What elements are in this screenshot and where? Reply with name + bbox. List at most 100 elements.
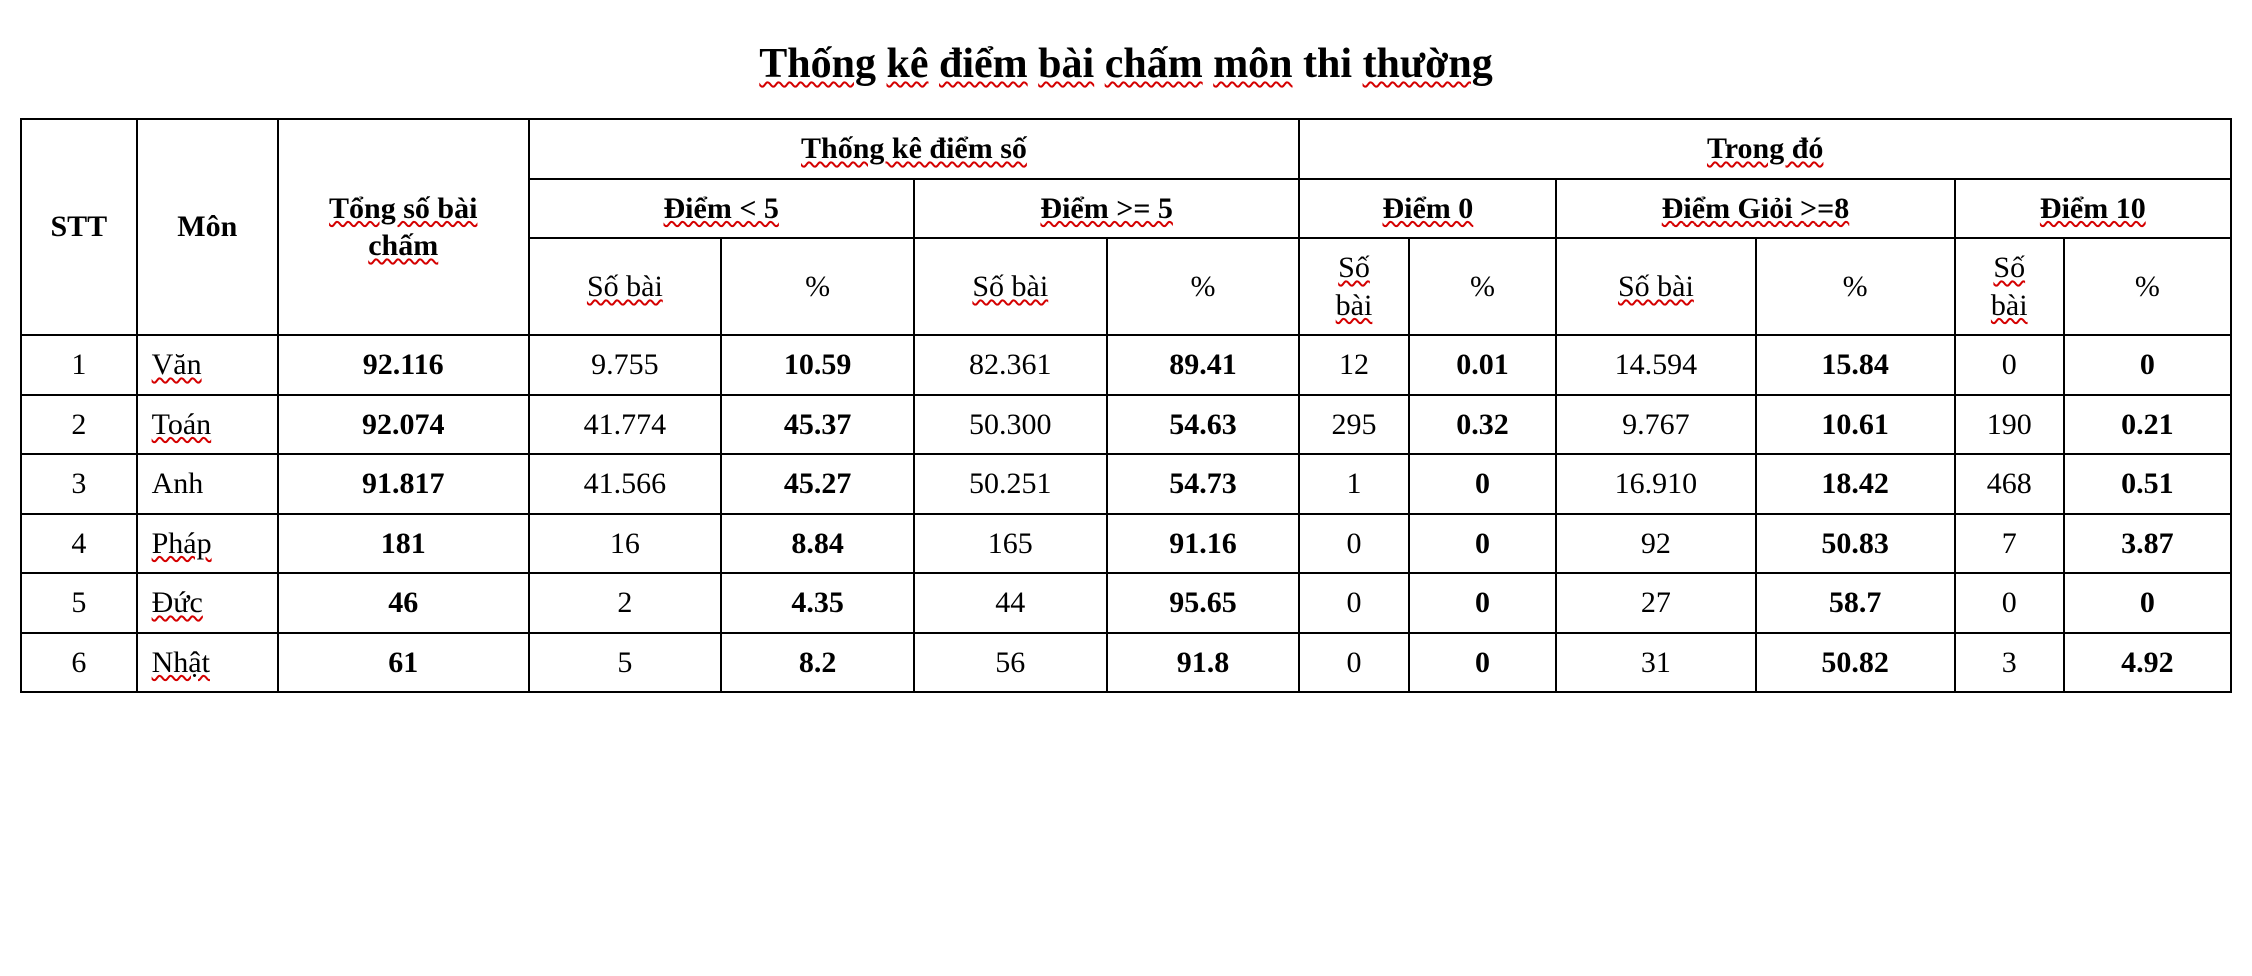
table-row: 6Nhật6158.25691.8003150.8234.92 xyxy=(21,633,2231,693)
title-word: thi xyxy=(1303,41,1352,87)
cell-mon: Toán xyxy=(137,395,278,455)
cell-d8_so: 9.767 xyxy=(1556,395,1755,455)
header-text: Trong đó xyxy=(1707,132,1823,165)
table-body: 1Văn92.1169.75510.5982.36189.41120.0114.… xyxy=(21,335,2231,692)
header-text: Số bài xyxy=(1618,270,1694,303)
cell-d0_so: 0 xyxy=(1299,633,1408,693)
sub-header-sobai: Số bài xyxy=(529,238,722,335)
cell-d10_so: 3 xyxy=(1955,633,2064,693)
col-header-diem-10: Điểm 10 xyxy=(1955,179,2231,239)
cell-lt5_pct: 10.59 xyxy=(721,335,914,395)
table-row: 4Pháp181168.8416591.16009250.8373.87 xyxy=(21,514,2231,574)
title-word: kê xyxy=(887,41,929,87)
cell-d10_pct: 4.92 xyxy=(2064,633,2231,693)
header-text: Số xyxy=(1993,251,2025,284)
sub-header-sobai: Số bài xyxy=(1955,238,2064,335)
cell-d8_pct: 10.61 xyxy=(1756,395,1955,455)
cell-d0_pct: 0.01 xyxy=(1409,335,1557,395)
cell-d8_so: 31 xyxy=(1556,633,1755,693)
header-text: Số bài xyxy=(587,270,663,303)
cell-d8_so: 27 xyxy=(1556,573,1755,633)
title-word: thường xyxy=(1363,41,1493,87)
cell-lt5_pct: 8.2 xyxy=(721,633,914,693)
cell-lt5_so: 16 xyxy=(529,514,722,574)
cell-d10_pct: 0 xyxy=(2064,573,2231,633)
cell-d8_so: 14.594 xyxy=(1556,335,1755,395)
cell-lt5_so: 2 xyxy=(529,573,722,633)
cell-stt: 5 xyxy=(21,573,137,633)
cell-tong: 92.116 xyxy=(278,335,529,395)
cell-tong: 46 xyxy=(278,573,529,633)
cell-mon: Anh xyxy=(137,454,278,514)
col-header-stt: STT xyxy=(21,119,137,335)
cell-tong: 181 xyxy=(278,514,529,574)
col-header-diem-0: Điểm 0 xyxy=(1299,179,1556,239)
col-group-trongdo: Trong đó xyxy=(1299,119,2231,179)
cell-d10_so: 468 xyxy=(1955,454,2064,514)
cell-ge5_so: 50.251 xyxy=(914,454,1107,514)
cell-d10_pct: 0.51 xyxy=(2064,454,2231,514)
cell-d0_so: 0 xyxy=(1299,573,1408,633)
cell-ge5_so: 165 xyxy=(914,514,1107,574)
cell-stt: 4 xyxy=(21,514,137,574)
cell-ge5_pct: 95.65 xyxy=(1107,573,1300,633)
header-text: Số bài xyxy=(972,270,1048,303)
cell-d10_pct: 0 xyxy=(2064,335,2231,395)
cell-ge5_so: 82.361 xyxy=(914,335,1107,395)
header-text: Tổng số bài xyxy=(329,192,477,225)
cell-d8_so: 16.910 xyxy=(1556,454,1755,514)
header-text: Điểm >= 5 xyxy=(1040,192,1173,225)
cell-stt: 3 xyxy=(21,454,137,514)
title-word: chấm xyxy=(1105,41,1203,87)
cell-lt5_pct: 45.27 xyxy=(721,454,914,514)
cell-d0_pct: 0.32 xyxy=(1409,395,1557,455)
cell-d8_pct: 50.82 xyxy=(1756,633,1955,693)
table-row: 2Toán92.07441.77445.3750.30054.632950.32… xyxy=(21,395,2231,455)
table-header: STT Môn Tổng số bài chấm Thống kê điểm s… xyxy=(21,119,2231,335)
sub-header-sobai: Số bài xyxy=(1299,238,1408,335)
cell-ge5_so: 44 xyxy=(914,573,1107,633)
sub-header-pct: % xyxy=(1409,238,1557,335)
stats-table: STT Môn Tổng số bài chấm Thống kê điểm s… xyxy=(20,118,2232,693)
cell-d8_pct: 18.42 xyxy=(1756,454,1955,514)
sub-header-sobai: Số bài xyxy=(914,238,1107,335)
cell-d0_pct: 0 xyxy=(1409,514,1557,574)
cell-mon: Pháp xyxy=(137,514,278,574)
header-text: chấm xyxy=(368,229,438,262)
header-text: Số xyxy=(1338,251,1370,284)
title-word: điểm xyxy=(939,41,1028,87)
col-group-thongke: Thống kê điểm số xyxy=(529,119,1300,179)
cell-d0_so: 12 xyxy=(1299,335,1408,395)
cell-lt5_so: 9.755 xyxy=(529,335,722,395)
table-row: 1Văn92.1169.75510.5982.36189.41120.0114.… xyxy=(21,335,2231,395)
col-header-diem-gioi: Điểm Giỏi >=8 xyxy=(1556,179,1954,239)
cell-mon: Văn xyxy=(137,335,278,395)
cell-d0_pct: 0 xyxy=(1409,573,1557,633)
cell-lt5_so: 41.566 xyxy=(529,454,722,514)
document-page: Thống kê điểm bài chấm môn thi thường ST… xyxy=(0,0,2252,733)
header-text: Điểm < 5 xyxy=(664,192,779,225)
sub-header-pct: % xyxy=(2064,238,2231,335)
cell-d8_pct: 15.84 xyxy=(1756,335,1955,395)
cell-d8_pct: 58.7 xyxy=(1756,573,1955,633)
cell-d10_so: 0 xyxy=(1955,335,2064,395)
sub-header-pct: % xyxy=(1107,238,1300,335)
cell-ge5_pct: 54.63 xyxy=(1107,395,1300,455)
cell-mon: Nhật xyxy=(137,633,278,693)
col-header-tong: Tổng số bài chấm xyxy=(278,119,529,335)
cell-tong: 61 xyxy=(278,633,529,693)
table-row: 3Anh91.81741.56645.2750.25154.731016.910… xyxy=(21,454,2231,514)
sub-header-sobai: Số bài xyxy=(1556,238,1755,335)
cell-lt5_so: 5 xyxy=(529,633,722,693)
title-word: bài xyxy=(1038,41,1094,87)
cell-ge5_pct: 91.8 xyxy=(1107,633,1300,693)
cell-ge5_pct: 89.41 xyxy=(1107,335,1300,395)
cell-ge5_pct: 54.73 xyxy=(1107,454,1300,514)
cell-d10_so: 0 xyxy=(1955,573,2064,633)
cell-d0_pct: 0 xyxy=(1409,454,1557,514)
cell-ge5_so: 56 xyxy=(914,633,1107,693)
cell-tong: 91.817 xyxy=(278,454,529,514)
cell-stt: 1 xyxy=(21,335,137,395)
cell-d0_so: 1 xyxy=(1299,454,1408,514)
cell-ge5_so: 50.300 xyxy=(914,395,1107,455)
